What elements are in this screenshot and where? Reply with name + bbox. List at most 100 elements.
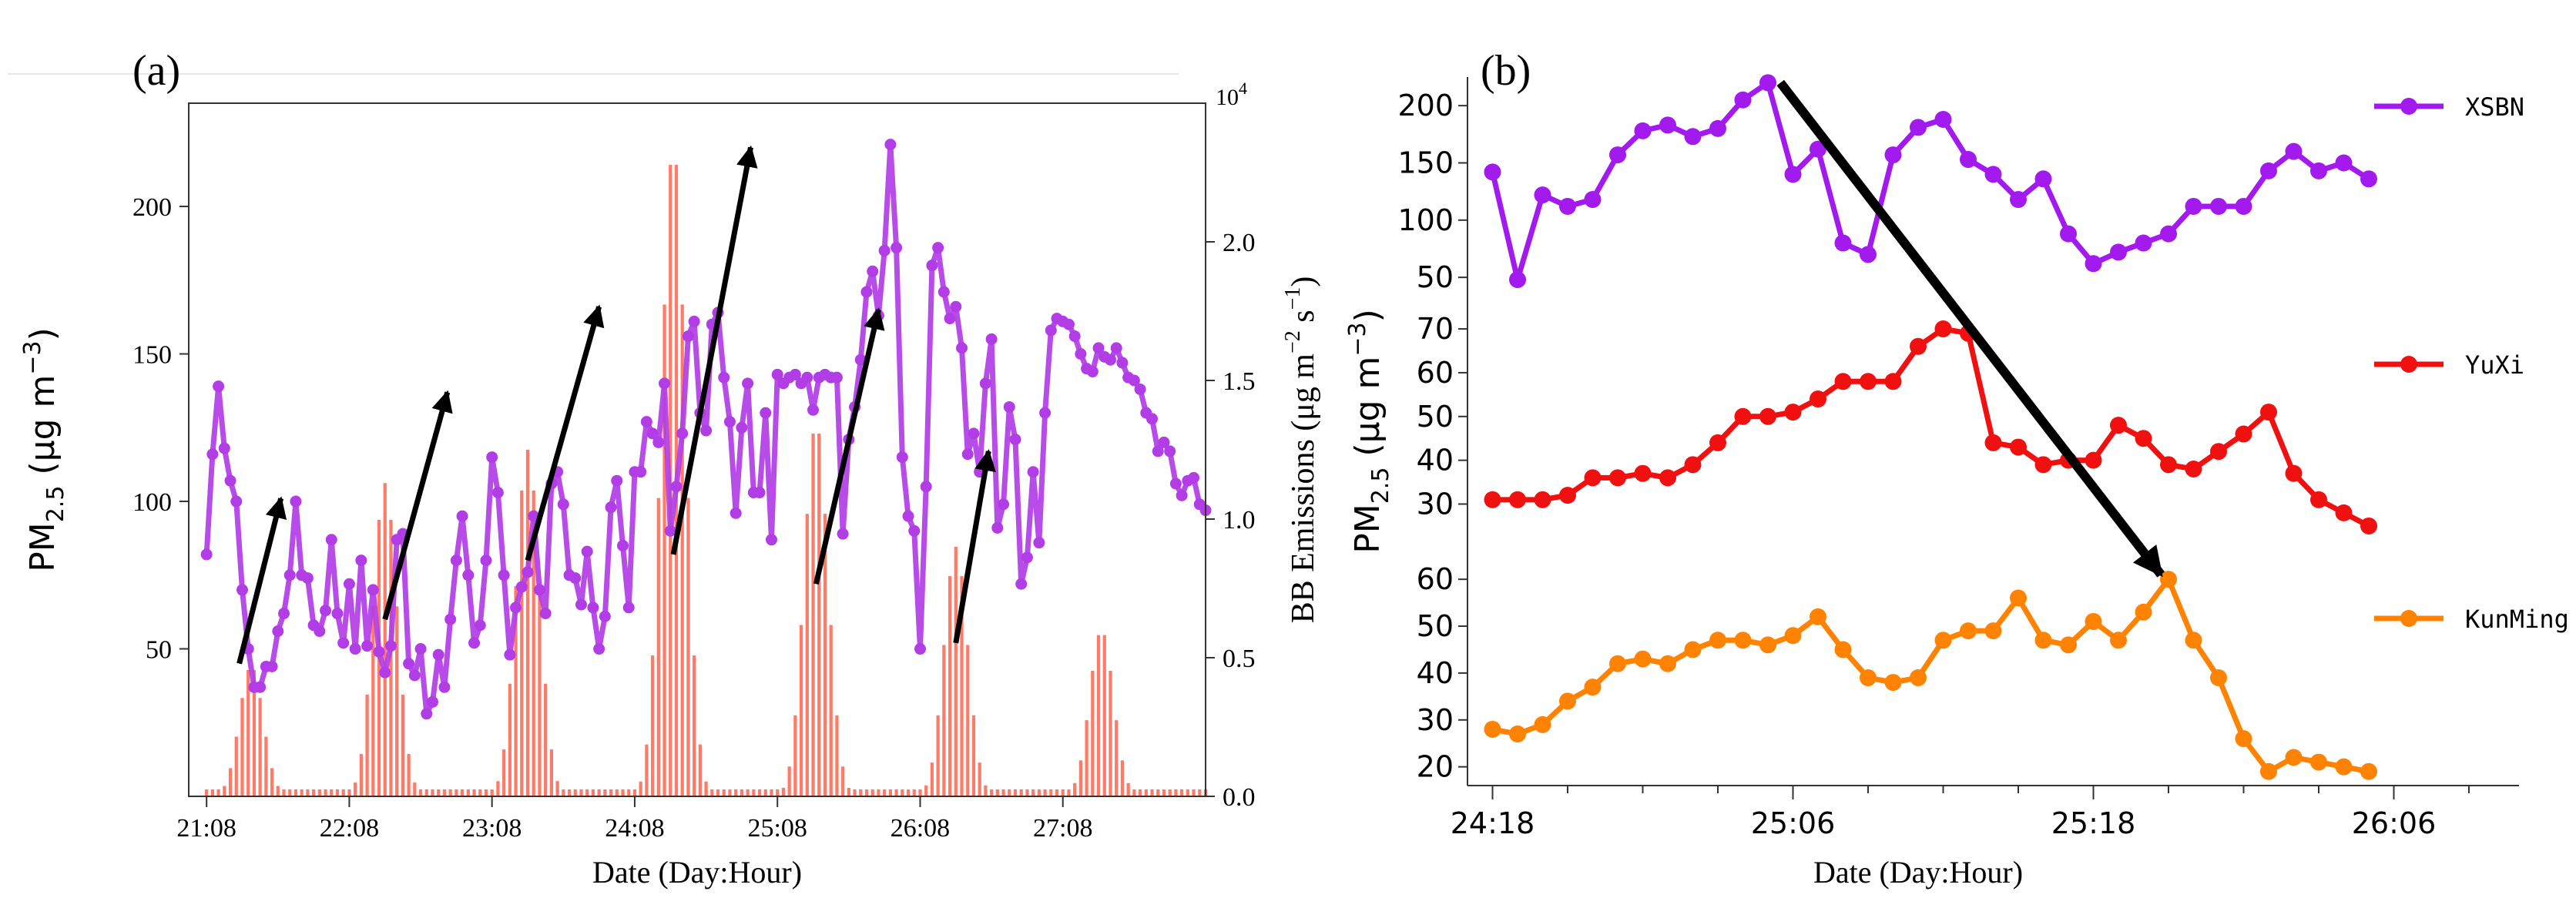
bb-emission-bar (752, 789, 756, 796)
y-tick-label-left: 100 (132, 488, 172, 517)
yuxi-point (1984, 434, 2002, 451)
kunming-point (2160, 571, 2177, 588)
pm25-point (224, 474, 236, 487)
bb-emission-bar (710, 789, 714, 796)
trend-arrow (953, 449, 996, 644)
pm25-point (557, 498, 569, 511)
pm25-point (1176, 489, 1188, 501)
bb-emission-bar (573, 789, 577, 796)
pm25-point (617, 539, 629, 551)
bb-emission-bar (1031, 789, 1035, 796)
xsbn-point (1534, 186, 1551, 204)
bb-emission-bar (371, 606, 375, 796)
pm25-point (1045, 324, 1057, 337)
kunming-point (1834, 641, 1852, 658)
xsbn-point (1784, 166, 1802, 183)
bb-emission-bar (989, 789, 994, 796)
pm25-point (1003, 400, 1015, 413)
kunming-point (1584, 679, 1602, 696)
bb-emission-bar (1078, 760, 1083, 796)
pm25-point (587, 601, 599, 614)
pm25-point (635, 466, 647, 478)
kunming-point (2110, 632, 2127, 649)
bb-emission-bar (864, 789, 869, 796)
bb-emission-bar (413, 782, 417, 796)
bb-emission-bar (776, 789, 780, 796)
yuxi-point (2260, 404, 2277, 421)
pm25-point (349, 643, 361, 655)
bb-emission-bar (954, 547, 958, 796)
kunming-point (1634, 650, 1652, 668)
xsbn-point (1734, 91, 1752, 109)
pm25-point (206, 448, 219, 461)
bb-emission-bar (484, 789, 488, 796)
bb-emission-bar (781, 787, 786, 796)
bb-emission-bar (300, 789, 304, 796)
pm25-point (575, 598, 587, 611)
pm25-point (830, 371, 843, 384)
y-tick-label-b: 70 (1417, 312, 1454, 346)
y-tick-label-right: 0.5 (1223, 645, 1256, 673)
series-xsbn (1484, 74, 2377, 289)
bb-emission-bar (1132, 789, 1136, 796)
pm25-point (961, 448, 974, 461)
x-tick-label-b: 25:06 (1751, 806, 1836, 840)
pm25-point (325, 534, 337, 546)
pm25-point (367, 584, 379, 596)
kunming-point (1684, 641, 1702, 658)
bb-emission-bar (288, 789, 292, 796)
xsbn-point (1509, 271, 1526, 289)
pm25-point (1027, 466, 1039, 478)
pm25-point (837, 528, 849, 540)
bb-emission-bar (252, 670, 257, 796)
x-tick-label-b: 25:18 (2051, 806, 2136, 840)
bb-emission-bar (978, 762, 981, 796)
kunming-point (2010, 589, 2027, 607)
y-tick-label-b: 20 (1417, 750, 1454, 784)
legend-swatch-marker (2400, 356, 2417, 373)
bb-emission-bar (418, 789, 423, 796)
bb-emission-bar (835, 715, 839, 796)
bb-emission-bar (650, 655, 655, 796)
axes-a: 21:08 22:08 23:08 24:08 25:08 26:08 27:08 50 100… (132, 193, 1256, 843)
bb-emission-bar (407, 753, 411, 796)
legend-swatch-marker (2400, 98, 2417, 115)
kunming-point (2085, 612, 2102, 630)
bb-emission-bar (1162, 789, 1166, 796)
pm25-point (1086, 366, 1098, 378)
bb-emission-bar (662, 304, 666, 796)
bb-emission-bar (621, 789, 625, 796)
xsbn-point (1609, 146, 1626, 164)
pm25-point (664, 524, 676, 537)
pm25-point (884, 139, 897, 151)
pm25-point (605, 501, 617, 514)
bb-emission-bar (948, 576, 952, 796)
pm25-point (700, 424, 713, 437)
bb-emission-bar (549, 749, 553, 796)
bb-emission-bar (431, 789, 434, 796)
pm25-point (414, 643, 427, 655)
bb-emission-bar (656, 498, 660, 796)
bb-emission-bar (734, 789, 738, 796)
bb-emission-bar (525, 450, 530, 796)
y-tick-label-b: 60 (1417, 356, 1454, 390)
bb-emission-bar (716, 789, 720, 796)
pm25-point (979, 377, 991, 390)
bb-emission-bar (1073, 782, 1077, 796)
series-yuxi (1484, 320, 2377, 534)
pm25-point (742, 377, 754, 390)
y-tick-label-b: 50 (1417, 260, 1454, 294)
pm25-point (1152, 445, 1164, 457)
pm25-point (337, 637, 350, 649)
pm25-point (1169, 477, 1182, 490)
x-axis-label-a: Date (Day:Hour) (592, 855, 802, 890)
bb-emission-bar (793, 715, 797, 796)
bb-emission-bar (555, 781, 559, 796)
yuxi-point (1509, 491, 1526, 508)
bb-emission-bar (395, 606, 399, 796)
transport-arrow-line (1776, 79, 2165, 578)
pm25-point (1015, 578, 1028, 590)
pm25-point (1188, 471, 1200, 484)
pm25-point (480, 555, 492, 567)
xsbn-line (1490, 79, 2370, 283)
